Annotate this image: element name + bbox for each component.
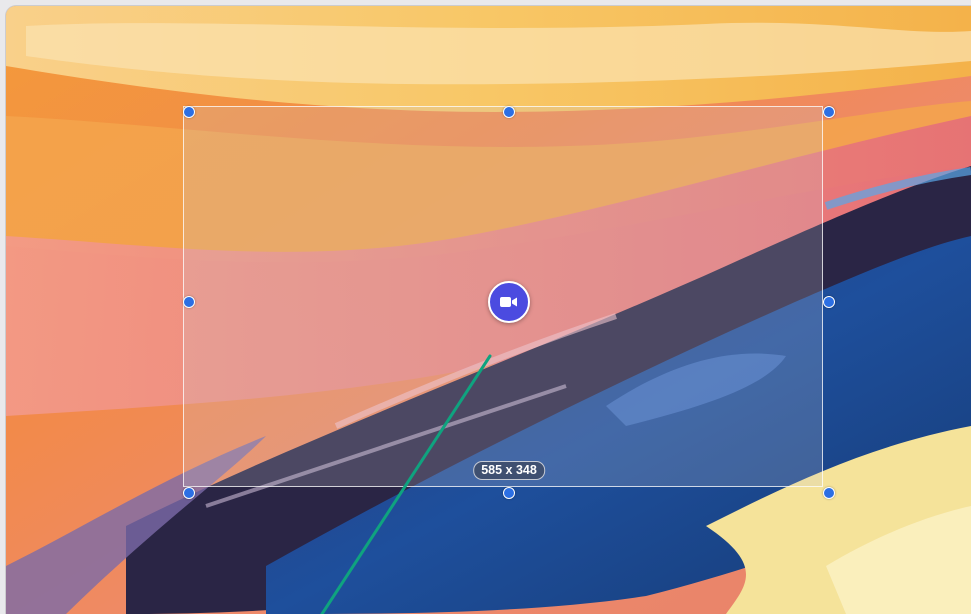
selection-size-label: 585 x 348 [473,461,545,480]
desktop-wallpaper-frame [6,6,971,614]
resize-handle-bottom-left[interactable] [183,487,195,499]
resize-handle-bottom-right[interactable] [823,487,835,499]
resize-handle-middle-left[interactable] [183,296,195,308]
resize-handle-middle-right[interactable] [823,296,835,308]
resize-handle-top-left[interactable] [183,106,195,118]
resize-handle-top-right[interactable] [823,106,835,118]
desktop-wallpaper [6,6,971,614]
video-camera-icon [500,296,518,308]
resize-handle-bottom-center[interactable] [503,487,515,499]
record-button[interactable] [488,281,530,323]
resize-handle-top-center[interactable] [503,106,515,118]
